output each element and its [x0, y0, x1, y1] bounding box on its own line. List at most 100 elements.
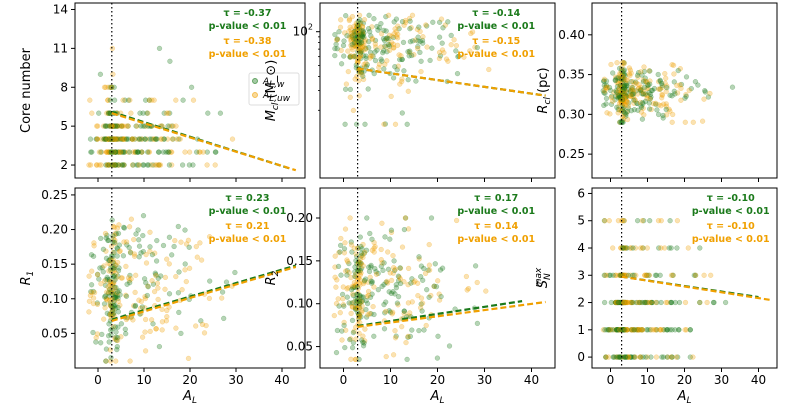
- scatter-point-unweighted: [357, 36, 364, 42]
- scatter-point-weighted: [640, 354, 646, 360]
- scatter-point-weighted: [383, 28, 389, 34]
- scatter-point-unweighted: [127, 249, 134, 255]
- scatter-point-weighted: [347, 336, 353, 343]
- scatter-point-unweighted: [615, 93, 621, 99]
- scatter-point-unweighted: [362, 37, 368, 43]
- scatter-point-weighted: [381, 66, 387, 72]
- scatter-point-unweighted: [147, 229, 153, 235]
- scatter-point-unweighted: [670, 111, 676, 118]
- scatter-point-weighted: [381, 48, 387, 54]
- scatter-point-weighted: [353, 121, 360, 127]
- scatter-point-unweighted: [414, 26, 421, 33]
- scatter-point-unweighted: [127, 97, 133, 103]
- scatter-point-weighted: [88, 149, 94, 155]
- scatter-point-weighted: [421, 265, 427, 272]
- scatter-point-weighted: [625, 105, 631, 111]
- scatter-point-weighted: [145, 162, 152, 168]
- scatter-point-unweighted: [683, 327, 690, 333]
- scatter-point-weighted: [333, 349, 340, 356]
- y-tick-label: 0.15: [286, 254, 313, 268]
- scatter-point-unweighted: [347, 94, 353, 100]
- scatter-point-weighted: [446, 343, 453, 349]
- scatter-point-weighted: [606, 327, 612, 333]
- scatter-point-weighted: [163, 149, 169, 155]
- scatter-point-unweighted: [361, 249, 368, 255]
- scatter-point-unweighted: [659, 84, 666, 90]
- scatter-point-unweighted: [382, 44, 389, 50]
- scatter-point-unweighted: [645, 85, 651, 92]
- scatter-point-unweighted: [634, 299, 640, 306]
- scatter-point-unweighted: [627, 72, 633, 79]
- scatter-point-unweighted: [107, 123, 113, 129]
- scatter-point-weighted: [349, 317, 356, 324]
- scatter-point-weighted: [99, 264, 105, 271]
- scatter-point-unweighted: [390, 265, 397, 271]
- scatter-point-weighted: [113, 334, 119, 340]
- scatter-point-weighted: [102, 293, 109, 299]
- scatter-point-weighted: [657, 78, 663, 84]
- scatter-point-unweighted: [357, 256, 364, 262]
- scatter-point-weighted: [654, 299, 660, 306]
- scatter-point-unweighted: [379, 260, 385, 266]
- scatter-point-unweighted: [139, 149, 145, 155]
- scatter-point-weighted: [664, 85, 670, 91]
- scatter-point-unweighted: [628, 70, 634, 76]
- scatter-point-unweighted: [391, 31, 397, 37]
- scatter-point-weighted: [647, 218, 653, 224]
- scatter-point-unweighted: [623, 327, 629, 333]
- scatter-point-weighted: [118, 136, 124, 142]
- scatter-point-unweighted: [105, 97, 111, 103]
- scatter-point-unweighted: [166, 149, 172, 155]
- scatter-point-weighted: [134, 162, 140, 168]
- scatter-point-weighted: [363, 64, 369, 70]
- scatter-point-unweighted: [448, 42, 454, 48]
- stat-p-unweighted: p-value < 0.01: [457, 49, 535, 60]
- scatter-point-weighted: [103, 136, 110, 142]
- scatter-point-unweighted: [349, 304, 356, 310]
- scatter-point-weighted: [606, 327, 612, 333]
- scatter-point-weighted: [113, 162, 119, 168]
- scatter-point-unweighted: [443, 56, 450, 62]
- scatter-point-weighted: [672, 91, 678, 97]
- scatter-point-unweighted: [348, 42, 354, 48]
- scatter-point-unweighted: [115, 259, 121, 266]
- scatter-point-unweighted: [338, 47, 344, 54]
- scatter-point-weighted: [143, 280, 149, 286]
- scatter-point-unweighted: [632, 245, 639, 251]
- scatter-point-unweighted: [359, 303, 365, 309]
- scatter-point-weighted: [628, 354, 634, 360]
- scatter-point-weighted: [350, 285, 356, 291]
- scatter-point-unweighted: [613, 327, 619, 333]
- scatter-point-unweighted: [363, 46, 369, 52]
- scatter-point-weighted: [396, 26, 402, 32]
- scatter-point-weighted: [347, 53, 354, 60]
- scatter-point-weighted: [697, 245, 703, 251]
- scatter-point-unweighted: [173, 97, 179, 103]
- scatter-point-unweighted: [623, 77, 629, 83]
- scatter-point-unweighted: [633, 80, 640, 86]
- scatter-point-unweighted: [337, 310, 343, 316]
- scatter-point-weighted: [217, 110, 224, 116]
- scatter-point-weighted: [427, 57, 433, 64]
- scatter-point-weighted: [103, 255, 110, 261]
- scatter-point-weighted: [405, 49, 411, 55]
- scatter-point-weighted: [606, 272, 612, 278]
- scatter-point-unweighted: [406, 15, 413, 22]
- scatter-point-unweighted: [186, 265, 193, 271]
- scatter-point-unweighted: [359, 43, 365, 50]
- scatter-point-unweighted: [101, 263, 107, 269]
- scatter-point-weighted: [687, 354, 693, 360]
- scatter-point-unweighted: [617, 96, 623, 103]
- scatter-point-unweighted: [337, 24, 344, 30]
- scatter-point-unweighted: [359, 307, 365, 314]
- scatter-point-weighted: [634, 218, 641, 224]
- scatter-point-weighted: [132, 303, 138, 310]
- scatter-point-weighted: [338, 61, 345, 67]
- scatter-point-unweighted: [372, 41, 378, 47]
- scatter-point-weighted: [103, 162, 109, 168]
- scatter-point-unweighted: [659, 91, 665, 98]
- scatter-point-unweighted: [704, 299, 710, 306]
- scatter-point-unweighted: [371, 284, 377, 290]
- legend-label: AL,uw: [262, 91, 291, 104]
- scatter-point-unweighted: [142, 348, 149, 354]
